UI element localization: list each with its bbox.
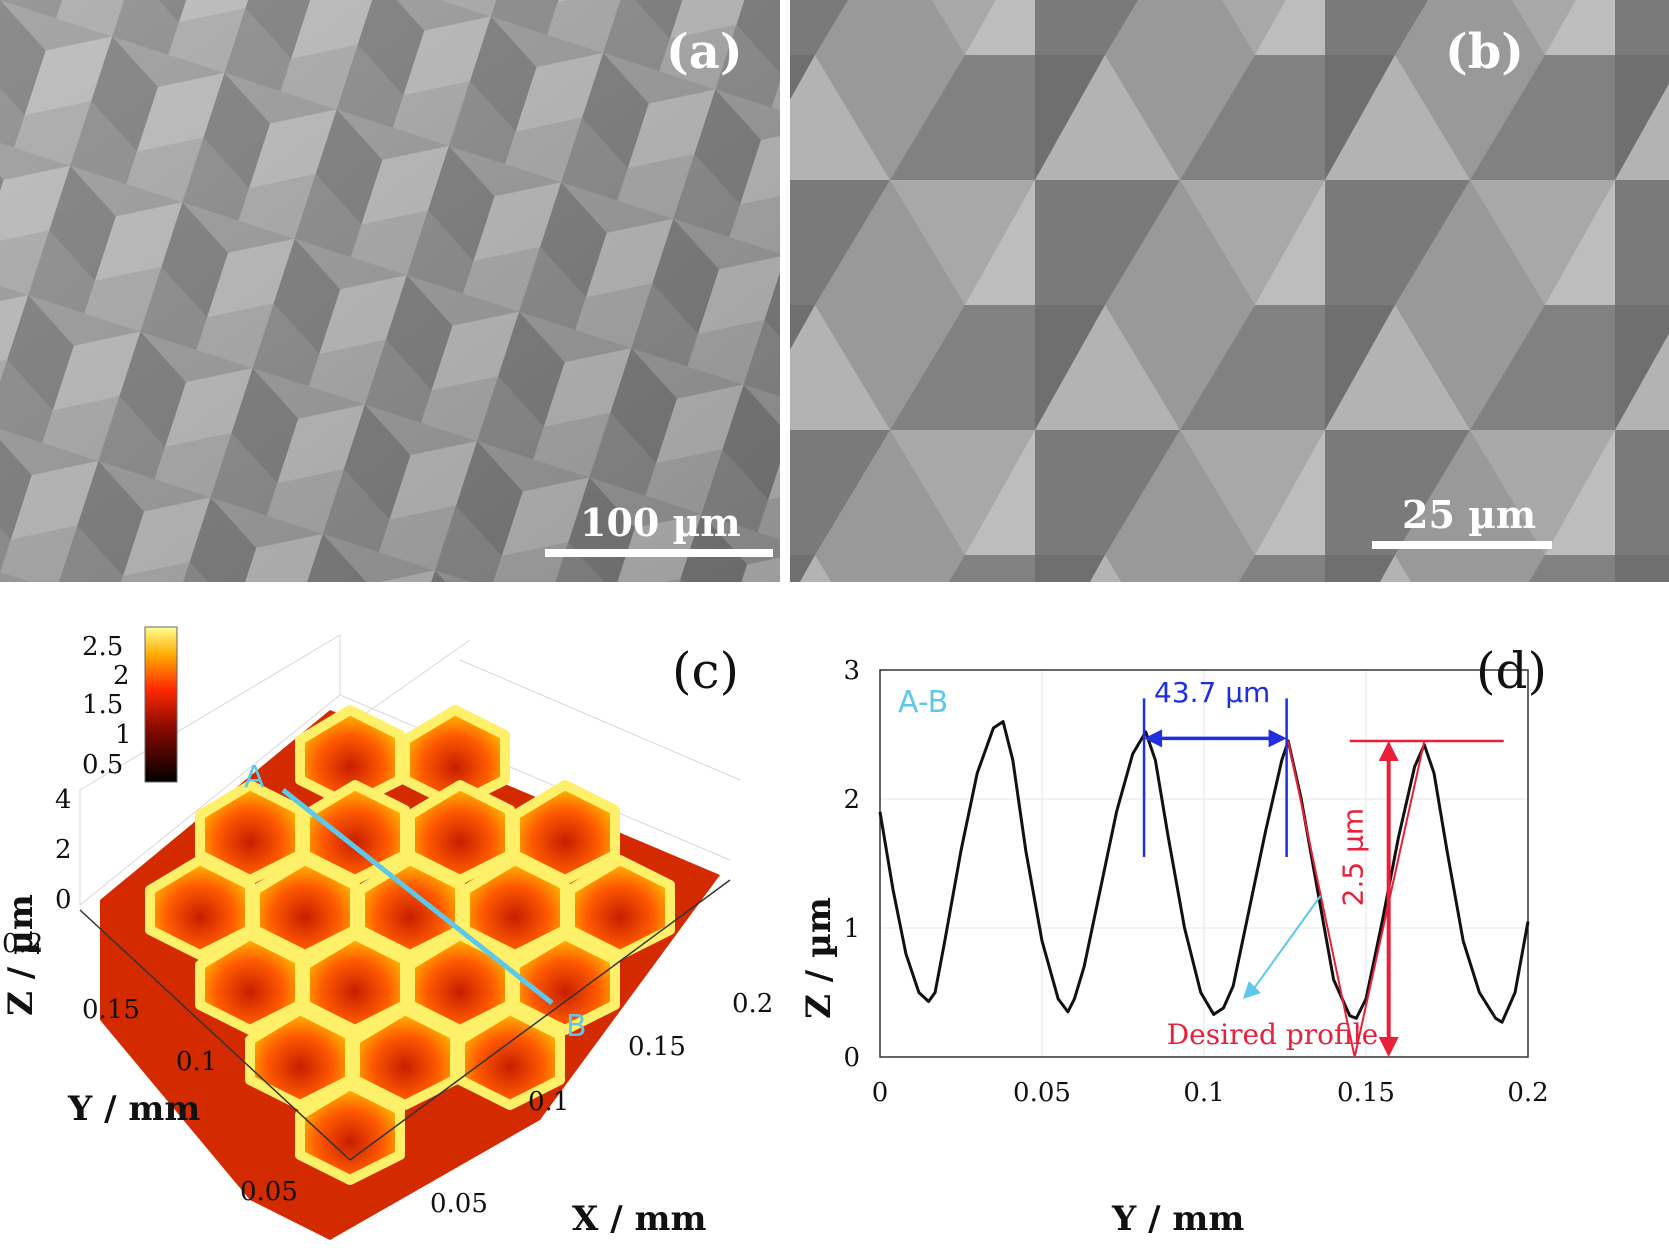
desired-pointer-line [1252,895,1322,991]
panel-c-label: (c) [672,642,739,700]
z-axis-label: Z / µm [1,894,41,1016]
y-tick: 0.1 [176,1047,217,1077]
surface-honeycomb [145,705,675,1185]
panel-a-svg: (a) 100 µm [0,0,780,582]
y-axis-line [79,909,351,1161]
panel-b-scale-bar [1372,541,1552,549]
panel-d-label: (d) [1476,642,1547,700]
period-arrow-head-left [1144,729,1163,748]
cbar-tick: 1.5 [82,690,123,720]
chart-x-axis-label: Y / mm [1111,1199,1244,1239]
plot-frame [879,669,1529,1058]
cbar-tick: 1 [115,720,132,750]
z-tick: 2 [55,835,72,865]
z-tick: 4 [55,785,72,815]
y-axis-label: Y / mm [67,1089,200,1129]
panel-c-svg: A B 2.5 2 1.5 1 0.5 (c) Z / µm 4 2 0 0.2… [1,626,773,1240]
panel-a-sem-image: (a) 100 µm [0,0,780,582]
point-a-label: A [244,760,265,795]
height-annotation-text: 2.5 µm [1337,808,1370,907]
panel-a-scale-bar [545,549,773,557]
desired-pointer-head [1242,980,1261,999]
x-tick: 0.2 [732,989,773,1019]
panel-b-label: (b) [1445,24,1524,80]
y-tick: 0.05 [240,1177,298,1207]
y-tick: 0.15 [82,995,140,1025]
x-tick-label: 0.15 [1337,1078,1395,1108]
height-arrow-head-top [1378,740,1399,761]
height-arrow-head-bottom [1378,1037,1399,1057]
series-label-a-b: A-B [898,685,948,720]
cbar-tick: 0.5 [82,750,123,780]
panel-a-label: (a) [666,24,743,80]
desired-profile-label: Desired profile [1167,1018,1379,1051]
panel-b-scale-text: 25 µm [1402,492,1536,537]
colorbar [144,626,178,783]
cbar-tick: 2.5 [82,632,123,662]
chart-y-axis-label: Z / µm [799,897,839,1019]
chart-ticks: 0 0.05 0.1 0.15 0.2 0 1 2 3 [843,656,1548,1108]
x-tick-label: 0.1 [1183,1078,1224,1108]
x-tick-label: 0.2 [1507,1078,1548,1108]
point-b-label: B [566,1009,587,1044]
panel-b-sem-image: (b) 25 µm [790,0,1669,582]
x-axis-label: X / mm [572,1199,706,1239]
x-tick-label: 0 [872,1078,889,1108]
x-tick: 0.1 [528,1087,569,1117]
panel-b-svg: (b) 25 µm [790,0,1669,582]
y-tick: 0.2 [2,929,43,959]
chart-series [878,720,1530,1058]
series-line-desired-profile [1287,740,1426,1058]
period-annotation-text: 43.7 µm [1154,676,1270,709]
cbar-tick: 2 [113,661,130,691]
x-tick: 0.05 [430,1189,488,1219]
colorbar-ticks: 2.5 2 1.5 1 0.5 [82,632,132,780]
y-tick-label: 2 [843,785,860,815]
x-tick: 0.15 [628,1032,686,1062]
line-a-b [281,788,554,1005]
chart-annotations [1142,698,1504,1057]
profile-chart-svg: 0 0.05 0.1 0.15 0.2 0 1 2 3 (d) Z / µm Y / mm A-… [799,642,1549,1239]
z-tick: 0 [55,885,72,915]
period-arrow-head-right [1268,729,1287,748]
y-tick-label: 1 [843,914,860,944]
panel-a-scale-text: 100 µm [580,500,741,545]
x-axis-line [349,879,731,1161]
x-tick-label: 0.05 [1013,1078,1071,1108]
chart-frame [879,669,1529,1058]
y-tick-label: 0 [843,1043,860,1073]
panel-d-profile-chart: 0 0.05 0.1 0.15 0.2 0 1 2 3 (d) Z / µm Y / mm A-… [790,600,1669,1250]
y-tick-label: 3 [843,656,860,686]
panel-c-3d-surface: A B 2.5 2 1.5 1 0.5 (c) Z / µm 4 2 0 0.2… [0,600,790,1250]
